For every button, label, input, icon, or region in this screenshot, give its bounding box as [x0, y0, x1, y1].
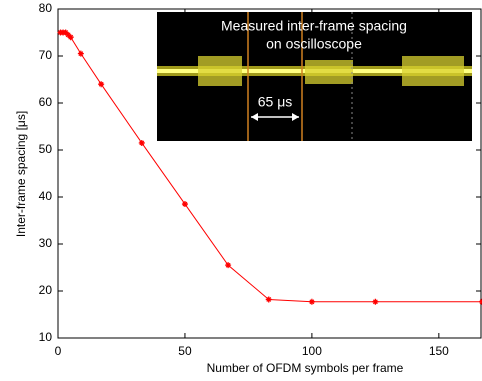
x-tick-label: 100: [302, 344, 322, 358]
oscilloscope-inset: Measured inter-frame spacing on oscillos…: [157, 12, 472, 141]
inset-label: 65 μs: [258, 94, 293, 110]
y-tick-label: 20: [39, 283, 53, 297]
y-tick-label: 60: [39, 95, 53, 109]
x-tick-label: 0: [55, 344, 62, 358]
inset-title: on oscilloscope: [266, 36, 362, 52]
scope-burst: [305, 60, 353, 84]
y-tick-label: 30: [39, 236, 53, 250]
data-point: [98, 81, 104, 87]
y-tick-label: 80: [39, 1, 53, 15]
inset-title: Measured inter-frame spacing: [221, 18, 407, 34]
y-tick-label: 70: [39, 48, 53, 62]
x-tick-label: 50: [178, 344, 192, 358]
scope-burst: [198, 56, 242, 86]
chart: Measured inter-frame spacing on oscillos…: [0, 0, 482, 381]
y-tick-label: 40: [39, 189, 53, 203]
x-tick-label: 150: [429, 344, 449, 358]
data-point: [182, 201, 188, 207]
data-point: [372, 299, 378, 305]
x-axis-label: Number of OFDM symbols per frame: [207, 361, 404, 375]
scope-burst: [402, 56, 464, 86]
data-point: [309, 299, 315, 305]
data-point: [78, 51, 84, 57]
y-axis-label: Inter-frame spacing [μs]: [14, 111, 28, 237]
y-tick-label: 10: [39, 330, 53, 344]
y-tick-label: 50: [39, 142, 53, 156]
data-point: [139, 140, 145, 146]
